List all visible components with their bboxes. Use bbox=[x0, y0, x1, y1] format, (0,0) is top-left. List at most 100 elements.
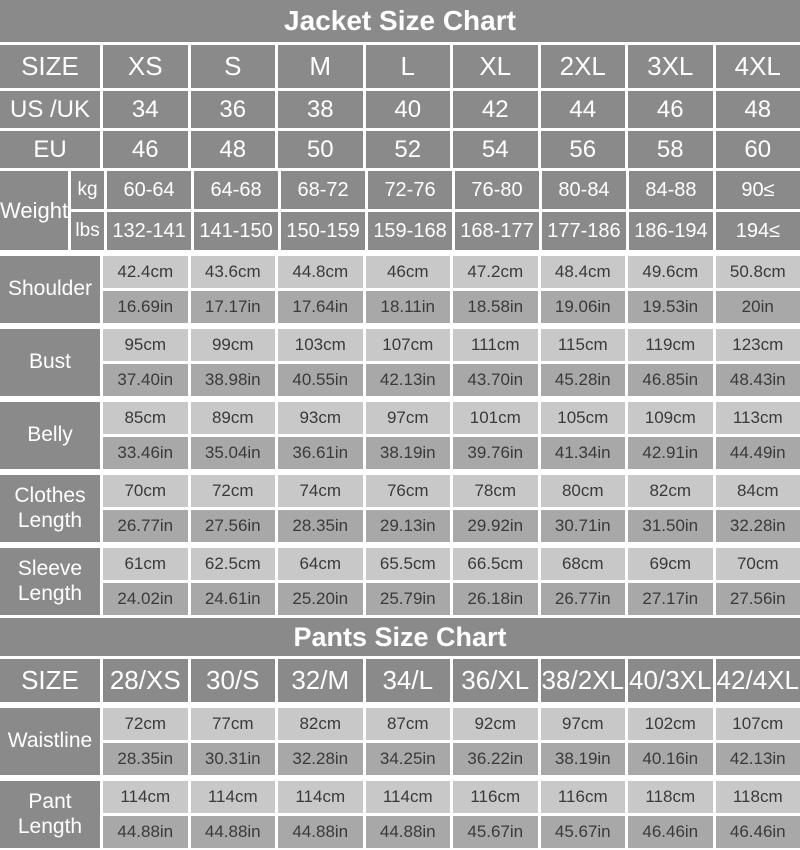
cm-row: 72cm 77cm 82cm 87cm 92cm 97cm 102cm 107cm bbox=[103, 708, 800, 740]
measurement-block: Waistline 72cm 77cm 82cm 87cm 92cm 97cm 102cm 10… bbox=[0, 708, 800, 775]
measurement-value-cell: 28.35in bbox=[278, 510, 363, 542]
unit-label: lbs bbox=[71, 212, 105, 250]
size-value-cell: 48 bbox=[715, 91, 800, 128]
size-value-cell: 40 bbox=[365, 91, 450, 128]
measurement-value-cell: 29.13in bbox=[365, 510, 450, 542]
measurement-rows: 42.4cm 43.6cm 44.8cm 46cm 47.2cm 48.4cm 49.6cm… bbox=[103, 256, 800, 323]
size-value-cell: 32/M bbox=[278, 659, 363, 702]
in-row: 33.46in 35.04in 36.61in 38.19in 39.76in 41.34… bbox=[103, 437, 800, 469]
measurement-value-cell: 24.61in bbox=[190, 583, 275, 615]
weight-value-cell: 68-72 bbox=[281, 171, 366, 209]
cm-row: 114cm 114cm 114cm 114cm 116cm 116cm 118cm 118cm bbox=[103, 781, 800, 813]
measurement-value-cell: 32.28in bbox=[278, 743, 363, 775]
cm-row: 70cm 72cm 74cm 76cm 78cm 80cm 82cm 84cm bbox=[103, 475, 800, 507]
measurement-value-cell: 97cm bbox=[540, 708, 625, 740]
measurement-value-cell: 18.11in bbox=[365, 291, 450, 323]
row-label: Clothes Length bbox=[0, 475, 100, 542]
size-value-cell: 42/4XL bbox=[715, 659, 800, 702]
measurement-value-cell: 30.31in bbox=[190, 743, 275, 775]
weight-block: Weight kg 60-64 64-68 68-72 72-76 76-80 80-84 84… bbox=[0, 171, 800, 250]
measurement-value-cell: 34.25in bbox=[365, 743, 450, 775]
weight-value-cell: 72-76 bbox=[368, 171, 453, 209]
weight-value-cell: 76-80 bbox=[455, 171, 539, 209]
measurement-value-cell: 24.02in bbox=[103, 583, 188, 615]
measurement-value-cell: 19.06in bbox=[540, 291, 625, 323]
measurement-value-cell: 28.35in bbox=[103, 743, 188, 775]
weight-value-cell: 159-168 bbox=[368, 212, 453, 250]
row-label: US /UK bbox=[0, 91, 100, 128]
measurement-value-cell: 87cm bbox=[365, 708, 450, 740]
measurement-value-cell: 47.2cm bbox=[453, 256, 538, 288]
row-label: Belly bbox=[0, 402, 100, 469]
measurement-rows: 70cm 72cm 74cm 76cm 78cm 80cm 82cm 84cm 26.77in 2… bbox=[103, 475, 800, 542]
weight-value-cell: 80-84 bbox=[542, 171, 626, 209]
weight-value-cell: 64-68 bbox=[194, 171, 279, 209]
measurement-value-cell: 76cm bbox=[365, 475, 450, 507]
measurement-value-cell: 27.56in bbox=[190, 510, 275, 542]
size-value-cell: S bbox=[190, 45, 275, 88]
measurement-value-cell: 44.8cm bbox=[278, 256, 363, 288]
measurement-value-cell: 114cm bbox=[190, 781, 275, 813]
measurement-value-cell: 114cm bbox=[103, 781, 188, 813]
size-value-cell: 46 bbox=[628, 91, 713, 128]
size-value-cell: 34/L bbox=[365, 659, 450, 702]
measurement-block: Belly 85cm 89cm 93cm 97cm 101cm 105cm 109cm 113c… bbox=[0, 402, 800, 469]
measurement-value-cell: 18.58in bbox=[453, 291, 538, 323]
header-row: US /UK 34 36 38 40 42 44 46 48 bbox=[0, 91, 800, 128]
measurement-block: Bust 95cm 99cm 103cm 107cm 111cm 115cm 119cm 123… bbox=[0, 329, 800, 396]
measurement-value-cell: 93cm bbox=[278, 402, 363, 434]
weight-value-cell: 141-150 bbox=[194, 212, 279, 250]
measurement-value-cell: 17.17in bbox=[190, 291, 275, 323]
measurement-value-cell: 82cm bbox=[278, 708, 363, 740]
measurement-value-cell: 27.56in bbox=[715, 583, 800, 615]
header-row: SIZE 28/XS 30/S 32/M 34/L 36/XL 38/2XL 40/3XL 42… bbox=[0, 659, 800, 702]
size-value-cell: L bbox=[365, 45, 450, 88]
size-value-cell: 4XL bbox=[715, 45, 800, 88]
measurement-value-cell: 16.69in bbox=[103, 291, 188, 323]
measurement-value-cell: 119cm bbox=[628, 329, 713, 361]
measurement-value-cell: 92cm bbox=[453, 708, 538, 740]
row-label: Sleeve Length bbox=[0, 548, 100, 615]
measurement-rows: 114cm 114cm 114cm 114cm 116cm 116cm 118cm 118cm… bbox=[103, 781, 800, 848]
measurement-rows: 61cm 62.5cm 64cm 65.5cm 66.5cm 68cm 69cm 70cm 24… bbox=[103, 548, 800, 615]
size-value-cell: 56 bbox=[540, 131, 625, 168]
in-row: 16.69in 17.17in 17.64in 18.11in 18.58in 19.06… bbox=[103, 291, 800, 323]
pants-chart-table: SIZE 28/XS 30/S 32/M 34/L 36/XL 38/2XL 40/3XL 42… bbox=[0, 659, 800, 848]
jacket-chart-table: SIZE XS S M L XL 2XL 3XL 4XL US /UK 34 36 38 40 42 44 46… bbox=[0, 45, 800, 615]
measurement-value-cell: 42.13in bbox=[365, 364, 450, 396]
weight-value-cell: 194≤ bbox=[715, 212, 800, 250]
measurement-value-cell: 111cm bbox=[453, 329, 538, 361]
measurement-value-cell: 42.13in bbox=[715, 743, 800, 775]
measurement-value-cell: 114cm bbox=[278, 781, 363, 813]
measurement-rows: 72cm 77cm 82cm 87cm 92cm 97cm 102cm 107cm 28.35i… bbox=[103, 708, 800, 775]
size-value-cell: XL bbox=[453, 45, 538, 88]
weight-value-cell: 168-177 bbox=[455, 212, 539, 250]
measurement-value-cell: 78cm bbox=[453, 475, 538, 507]
measurement-value-cell: 101cm bbox=[453, 402, 538, 434]
measurement-value-cell: 44.88in bbox=[103, 816, 188, 848]
measurement-value-cell: 33.46in bbox=[103, 437, 188, 469]
measurement-value-cell: 107cm bbox=[715, 708, 800, 740]
measurement-value-cell: 46cm bbox=[365, 256, 450, 288]
measurement-value-cell: 35.04in bbox=[190, 437, 275, 469]
measurement-value-cell: 20in bbox=[715, 291, 800, 323]
size-value-cell: XS bbox=[103, 45, 188, 88]
measurement-value-cell: 70cm bbox=[715, 548, 800, 580]
measurement-value-cell: 43.70in bbox=[453, 364, 538, 396]
measurement-value-cell: 72cm bbox=[190, 475, 275, 507]
measurement-value-cell: 95cm bbox=[103, 329, 188, 361]
weight-value-cell: 84-88 bbox=[628, 171, 713, 209]
size-value-cell: 52 bbox=[365, 131, 450, 168]
measurement-value-cell: 62.5cm bbox=[190, 548, 275, 580]
measurement-value-cell: 42.91in bbox=[628, 437, 713, 469]
measurement-value-cell: 114cm bbox=[365, 781, 450, 813]
measurement-value-cell: 46.46in bbox=[628, 816, 713, 848]
measurement-value-cell: 103cm bbox=[278, 329, 363, 361]
measurement-value-cell: 25.20in bbox=[278, 583, 363, 615]
pants-chart-title: Pants Size Chart bbox=[0, 618, 800, 656]
measurement-value-cell: 116cm bbox=[540, 781, 625, 813]
measurement-value-cell: 61cm bbox=[103, 548, 188, 580]
measurement-value-cell: 46.46in bbox=[715, 816, 800, 848]
size-value-cell: 30/S bbox=[190, 659, 275, 702]
